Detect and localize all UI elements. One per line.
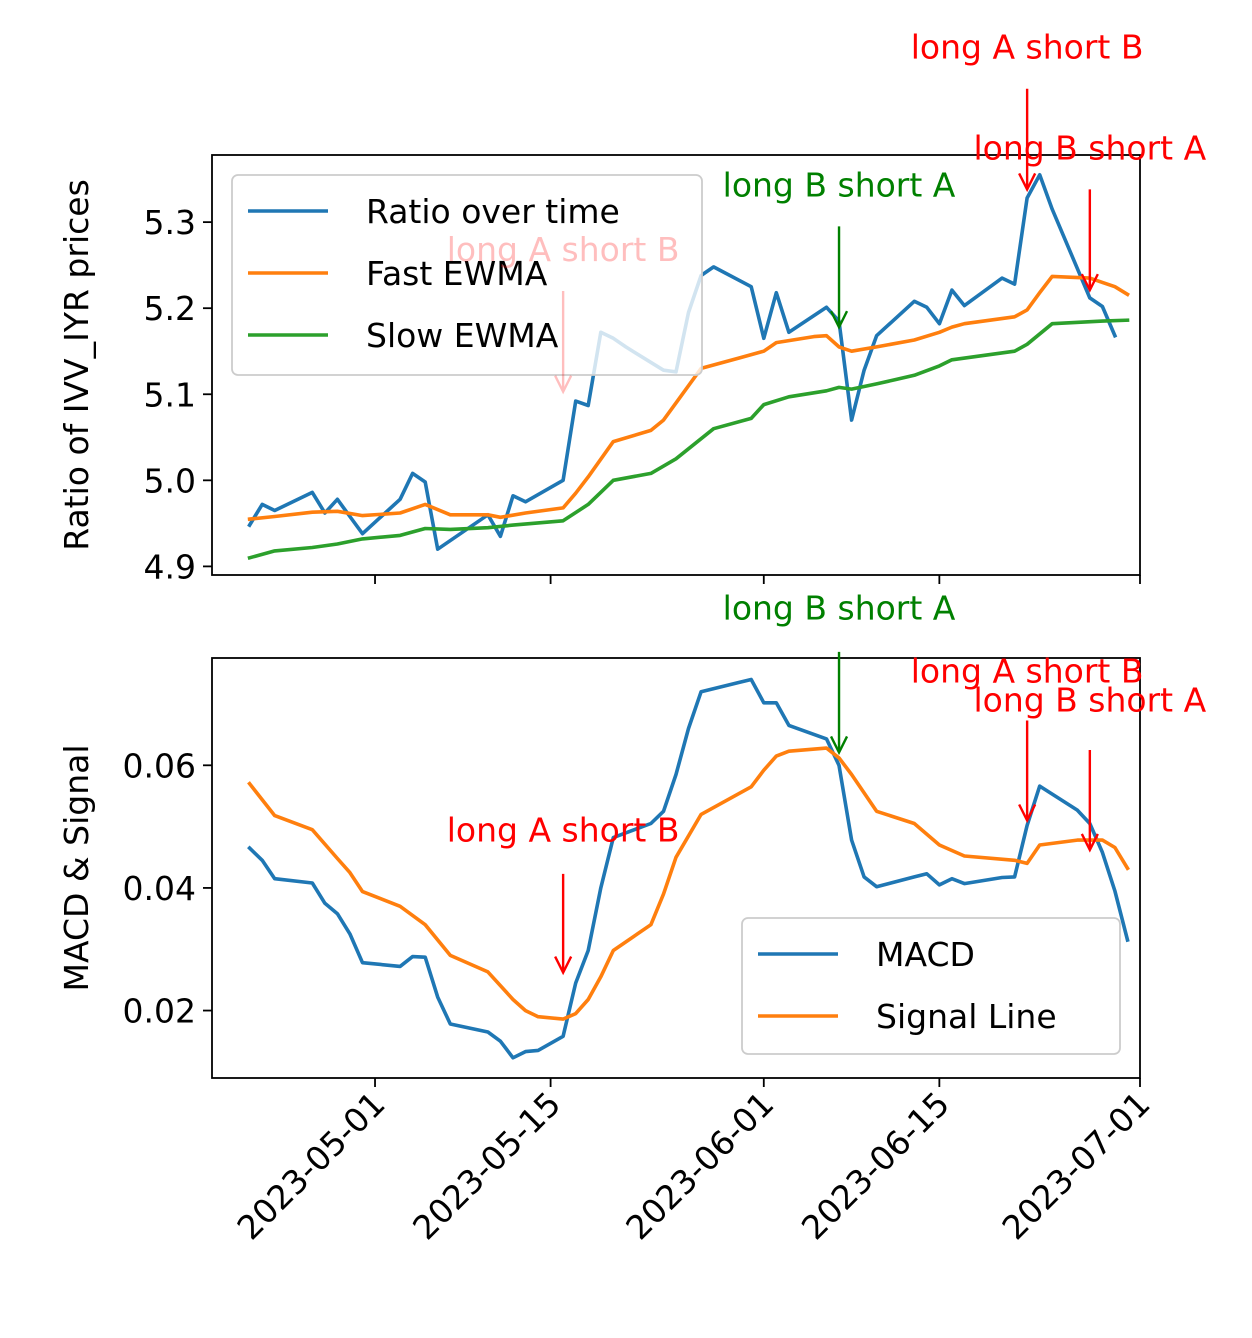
legend: Ratio over time Fast EWMA Slow EWMA	[231, 174, 703, 376]
annotation-arrow-head	[829, 310, 849, 330]
x-tick-label: 2023-07-01	[994, 1084, 1157, 1247]
annotation-arrow-head	[1018, 803, 1037, 824]
legend-entry: Signal Line	[876, 997, 1057, 1036]
annotation-long-a-short-b: long A short B	[447, 810, 680, 976]
y-tick-label: 5.2	[144, 289, 196, 328]
annotation-label: long B short A	[723, 165, 956, 204]
legend-entry: Fast EWMA	[366, 254, 548, 293]
y-axis-label: MACD & Signal	[57, 744, 96, 991]
series-line-slow-ewma	[247, 318, 1130, 561]
x-tick-label: 2023-05-01	[229, 1084, 392, 1247]
x-tick-label: 2023-05-15	[405, 1084, 568, 1247]
y-tick-label: 5.0	[144, 461, 196, 500]
x-tick-label: 2023-06-15	[794, 1084, 957, 1247]
y-axis-label: Ratio of IVV_IYR prices	[57, 179, 96, 551]
annotation-arrow-head	[1080, 833, 1099, 853]
series-line-signal-line	[247, 746, 1130, 1021]
legend-box	[231, 174, 703, 376]
x-tick-label: 2023-06-01	[618, 1084, 781, 1247]
axes-frame	[211, 154, 1141, 576]
y-tick-label: 0.06	[123, 746, 196, 785]
annotation-long-b-short-a: long B short A	[723, 165, 956, 330]
legend-entry: Slow EWMA	[366, 316, 559, 355]
axes-frame	[211, 657, 1141, 1079]
annotation-label: long B short A	[973, 128, 1206, 167]
annotation-label: long A short B	[911, 28, 1144, 67]
legend-entry: Ratio over time	[366, 192, 620, 231]
annotation-arrow-head	[554, 375, 573, 395]
annotation-long-b-short-a: long B short A	[973, 128, 1207, 293]
annotation-arrow-head	[1080, 273, 1099, 293]
annotation-long-b-short-a: long B short A	[973, 680, 1207, 853]
annotation-arrow-head	[554, 956, 573, 976]
annotation-arrow-head	[829, 735, 849, 756]
legend-entry: MACD	[876, 935, 975, 974]
y-tick-label: 5.1	[144, 375, 196, 414]
y-tick-label: 4.9	[144, 547, 196, 586]
annotation-label: long A short B	[911, 652, 1144, 691]
annotation-long-a-short-b: long A short B	[911, 28, 1144, 193]
annotation-arrow-head	[1018, 172, 1037, 193]
annotation-label: long B short A	[723, 588, 956, 627]
chart-panel-1: 4.9 5.0 5.1 5.2 5.3 Ratio of IVV_IYR prices Ra…	[57, 28, 1207, 587]
series-group	[247, 677, 1130, 1060]
series-line-macd	[247, 677, 1130, 1060]
annotation-label: long B short A	[973, 680, 1206, 719]
y-tick-label: 0.04	[123, 869, 196, 908]
y-tick-label: 0.02	[123, 992, 196, 1031]
annotation-long-b-short-a: long B short A	[723, 588, 956, 756]
legend: MACD Signal Line	[741, 917, 1121, 1055]
annotation-long-a-short-b: long A short B	[447, 230, 680, 395]
annotation-label: long A short B	[447, 230, 680, 269]
series-line-fast-ewma	[247, 274, 1130, 522]
annotation-long-a-short-b: long A short B	[911, 652, 1144, 824]
legend-box	[741, 917, 1121, 1055]
y-tick-label: 5.3	[144, 203, 196, 242]
annotation-label: long A short B	[447, 810, 680, 849]
chart-panel-2: 0.02 0.04 0.06 2023-05-01 2023-05-15 2023-06-…	[57, 588, 1207, 1247]
